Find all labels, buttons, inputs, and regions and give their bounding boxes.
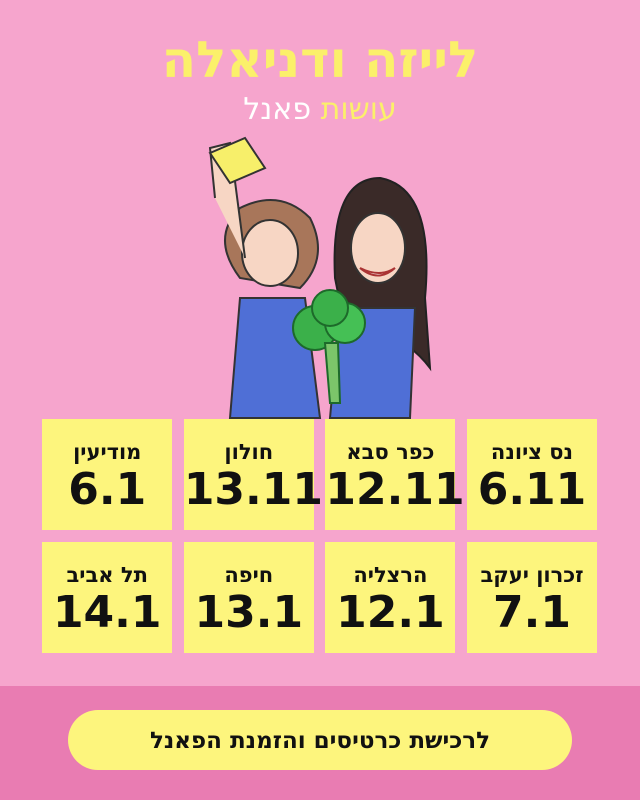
show-date: 13.1 [194, 587, 304, 638]
show-city: חולון [224, 440, 274, 464]
show-date: 14.1 [52, 587, 162, 638]
subtitle-word-1: עושות [320, 92, 397, 127]
show-card: חיפה 13.1 [183, 542, 314, 653]
show-card: נס ציונה 6.11 [467, 419, 597, 530]
show-city: הרצליה [353, 563, 428, 587]
show-date: 12.1 [336, 587, 445, 638]
show-date: 12.11 [325, 464, 465, 515]
show-city: תל אביב [66, 563, 148, 587]
page-title: לייזה ודניאלה [161, 31, 479, 89]
show-card: כפר סבא 12.11 [325, 419, 465, 530]
subtitle-word-2: פאנל [243, 92, 312, 127]
show-card: זכרון יעקב 7.1 [467, 542, 597, 653]
show-card: תל אביב 14.1 [42, 542, 173, 653]
show-date: 6.1 [68, 464, 147, 515]
show-city: חיפה [224, 563, 274, 587]
show-city: זכרון יעקב [480, 563, 584, 587]
show-city: מודיעין [73, 440, 142, 464]
show-card: הרצליה 12.1 [325, 542, 456, 653]
show-date: 7.1 [493, 587, 571, 638]
show-card: מודיעין 6.1 [42, 419, 173, 530]
two-women-illustration-icon [208, 136, 432, 419]
buy-tickets-button[interactable]: לרכישת כרטיסים והזמנת הפאנל [68, 710, 572, 770]
show-city: כפר סבא [346, 440, 435, 464]
page-subtitle: עושות פאנל [0, 90, 640, 130]
show-date: 6.11 [477, 464, 587, 515]
show-card: חולון 13.11 [183, 419, 323, 530]
show-date: 13.11 [183, 464, 323, 515]
show-city: נס ציונה [490, 440, 574, 464]
show-dates-grid: נס ציונה 6.11 כפר סבא 12.11 חולון 13.11 מוד… [42, 419, 597, 653]
